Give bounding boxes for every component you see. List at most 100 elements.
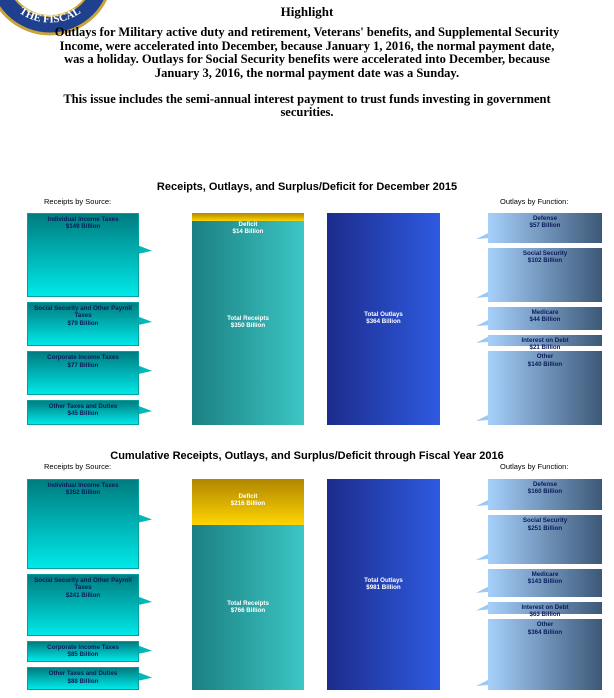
outlay-name: Medicare bbox=[531, 308, 559, 316]
receipt-amount: $149 Billion bbox=[65, 223, 101, 231]
receipt-box: Corporate Income Taxes $77 Billion bbox=[27, 351, 139, 395]
outlay-box bbox=[488, 213, 602, 244]
total-outlays-name: Total Outlays bbox=[364, 311, 403, 318]
receipt-amount: $241 Billion bbox=[65, 591, 101, 599]
receipt-amount: $88 Billion bbox=[67, 677, 99, 685]
total-outlays-label: Total Outlays $981 Billion bbox=[327, 577, 440, 592]
pointer-shape bbox=[139, 365, 152, 374]
pointer-shape bbox=[139, 514, 152, 523]
deficit-label: Deficit $216 Billion bbox=[192, 493, 304, 508]
total-receipts-label: Total Receipts $350 Billion bbox=[192, 315, 304, 330]
receipt-box: Corporate Income Taxes $85 Billion bbox=[27, 640, 139, 663]
outlay-box bbox=[488, 569, 602, 597]
seal: THE FISCAL bbox=[0, 0, 107, 36]
pointer-shape bbox=[476, 586, 488, 593]
pointer-shape bbox=[476, 336, 488, 343]
pointer-shape bbox=[476, 291, 488, 298]
receipt-box: Individual Income Taxes $352 Billion bbox=[27, 479, 139, 570]
receipt-label: Individual Income Taxes $149 Billion bbox=[28, 214, 138, 231]
panel-title: Cumulative Receipts, Outlays, and Surplu… bbox=[110, 450, 504, 462]
outlay-amount: $140 Billion bbox=[527, 360, 563, 368]
outlay-amount: $21 Billion bbox=[529, 344, 561, 352]
receipt-name: Corporate Income Taxes bbox=[47, 354, 119, 362]
pointer-shape bbox=[476, 680, 488, 686]
deficit-box bbox=[192, 479, 304, 526]
receipt-label: Social Security and Other Payroll Taxes $… bbox=[28, 575, 138, 599]
outlay-name: Social Security bbox=[522, 250, 568, 258]
pointer-shape bbox=[139, 645, 152, 654]
outlay-box bbox=[488, 351, 602, 425]
receipt-amount: $79 Billion bbox=[67, 319, 99, 327]
outlay-amount: $251 Billion bbox=[527, 524, 563, 532]
total-receipts-label: Total Receipts $766 Billion bbox=[192, 600, 304, 615]
pointer-shape bbox=[476, 604, 488, 611]
receipt-label: Other Taxes and Duties $88 Billion bbox=[28, 668, 138, 685]
receipt-name: Other Taxes and Duties bbox=[48, 402, 118, 410]
outlay-amount: $57 Billion bbox=[529, 222, 561, 230]
outlay-amount: $44 Billion bbox=[529, 316, 561, 324]
outlay-label: Social Security $251 Billion bbox=[488, 517, 602, 532]
deficit-name: Deficit bbox=[238, 492, 258, 500]
outlay-amount: $63 Billion bbox=[529, 611, 561, 619]
outlay-label: Interest on Debt $63 Billion bbox=[488, 604, 602, 619]
pointer-shape bbox=[139, 672, 152, 681]
outlay-amount: $364 Billion bbox=[527, 628, 563, 636]
outlay-name: Social Security bbox=[522, 517, 568, 525]
total-receipts-box bbox=[192, 525, 304, 690]
outlay-name: Other bbox=[536, 621, 554, 629]
outlay-label: Defense $160 Billion bbox=[488, 481, 602, 496]
outlay-box bbox=[488, 515, 602, 564]
pointer-shape bbox=[476, 554, 488, 561]
pointer-shape bbox=[139, 245, 152, 254]
outlay-label: Medicare $44 Billion bbox=[488, 309, 602, 324]
receipt-name: Individual Income Taxes bbox=[47, 216, 119, 223]
outlay-label: Medicare $143 Billion bbox=[488, 571, 602, 586]
receipt-box: Other Taxes and Duties $88 Billion bbox=[27, 667, 139, 690]
deficit-amount: $216 Billion bbox=[230, 500, 266, 508]
outlay-box bbox=[488, 601, 602, 615]
outlay-label: Defense $57 Billion bbox=[488, 215, 602, 230]
paragraph: Outlays for Military active duty and ret… bbox=[54, 25, 560, 80]
deficit-box bbox=[192, 213, 304, 222]
outlay-amount: $160 Billion bbox=[527, 488, 563, 496]
receipt-amount: $352 Billion bbox=[65, 489, 101, 497]
total-outlays-box bbox=[327, 479, 440, 690]
outlay-box bbox=[488, 335, 602, 347]
total-receipts-amount: $350 Billion bbox=[230, 322, 266, 330]
pointer-shape bbox=[476, 500, 488, 507]
pointer-shape bbox=[139, 596, 152, 605]
total-receipts-name: Total Receipts bbox=[227, 315, 269, 323]
receipt-name: Individual Income Taxes bbox=[47, 482, 119, 489]
outlay-name: Other bbox=[536, 353, 554, 361]
total-outlays-amount: $981 Billion bbox=[366, 583, 401, 591]
receipt-label: Other Taxes and Duties $45 Billion bbox=[28, 401, 138, 418]
total-outlays-box bbox=[327, 213, 440, 425]
receipt-box: Individual Income Taxes $149 Billion bbox=[27, 213, 139, 297]
receipt-amount: $45 Billion bbox=[67, 410, 99, 418]
outlay-amount: $102 Billion bbox=[527, 257, 563, 265]
paragraph: This issue includes the semi-annual inte… bbox=[63, 92, 551, 120]
outlay-name: Defense bbox=[532, 481, 558, 488]
header: Highlight Outlays for Military active du… bbox=[54, 5, 560, 133]
outlays-heading: Outlays by Function: bbox=[500, 462, 569, 471]
outlay-name: Interest on Debt bbox=[521, 603, 569, 611]
deficit-name: Deficit bbox=[238, 221, 258, 228]
deficit-label: Deficit $14 Billion bbox=[192, 221, 304, 236]
pointer-shape bbox=[139, 406, 152, 415]
panel-title: Receipts, Outlays, and Surplus/Deficit f… bbox=[156, 181, 458, 193]
receipt-box: Social Security and Other Payroll Taxes $… bbox=[27, 574, 139, 636]
header-title: Highlight bbox=[280, 4, 334, 19]
deficit-amount: $14 Billion bbox=[232, 228, 264, 236]
receipt-box: Social Security and Other Payroll Taxes $… bbox=[27, 301, 139, 347]
total-receipts-name: Total Receipts bbox=[227, 599, 269, 607]
outlay-box bbox=[488, 306, 602, 331]
receipt-label: Individual Income Taxes $352 Billion bbox=[28, 480, 138, 497]
receipts-heading: Receipts by Source: bbox=[44, 462, 112, 471]
total-outlays-label: Total Outlays $364 Billion bbox=[327, 311, 440, 326]
outlay-box bbox=[488, 479, 602, 511]
receipt-label: Corporate Income Taxes $77 Billion bbox=[28, 352, 138, 369]
receipt-label: Social Security and Other Payroll Taxes $… bbox=[28, 303, 138, 327]
receipt-name: Social Security and Other Payroll Taxes bbox=[34, 304, 132, 320]
total-receipts-box bbox=[192, 221, 304, 425]
